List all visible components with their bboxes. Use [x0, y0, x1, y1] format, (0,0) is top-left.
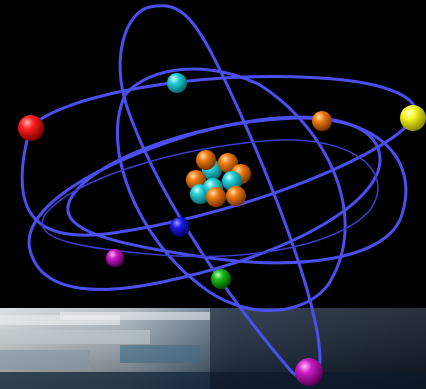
- proton: [196, 150, 216, 170]
- electron-yellow: [400, 105, 426, 131]
- orbit-steep-right: [115, 67, 347, 312]
- proton: [226, 186, 246, 206]
- electron-green: [211, 269, 231, 289]
- electron-blue: [170, 217, 190, 237]
- electrons: [18, 73, 426, 386]
- neutron: [222, 171, 242, 191]
- electron-red: [18, 115, 44, 141]
- nucleus: [186, 150, 251, 207]
- electron-cyan: [167, 73, 187, 93]
- ground-strip: [0, 308, 426, 389]
- orbit-tilted-inner: [66, 116, 408, 265]
- proton: [206, 187, 226, 207]
- electron-magenta-large: [295, 358, 323, 386]
- orbit-lower-wide: [27, 115, 382, 291]
- electron-magenta-small: [106, 249, 124, 267]
- electron-orange: [312, 111, 332, 131]
